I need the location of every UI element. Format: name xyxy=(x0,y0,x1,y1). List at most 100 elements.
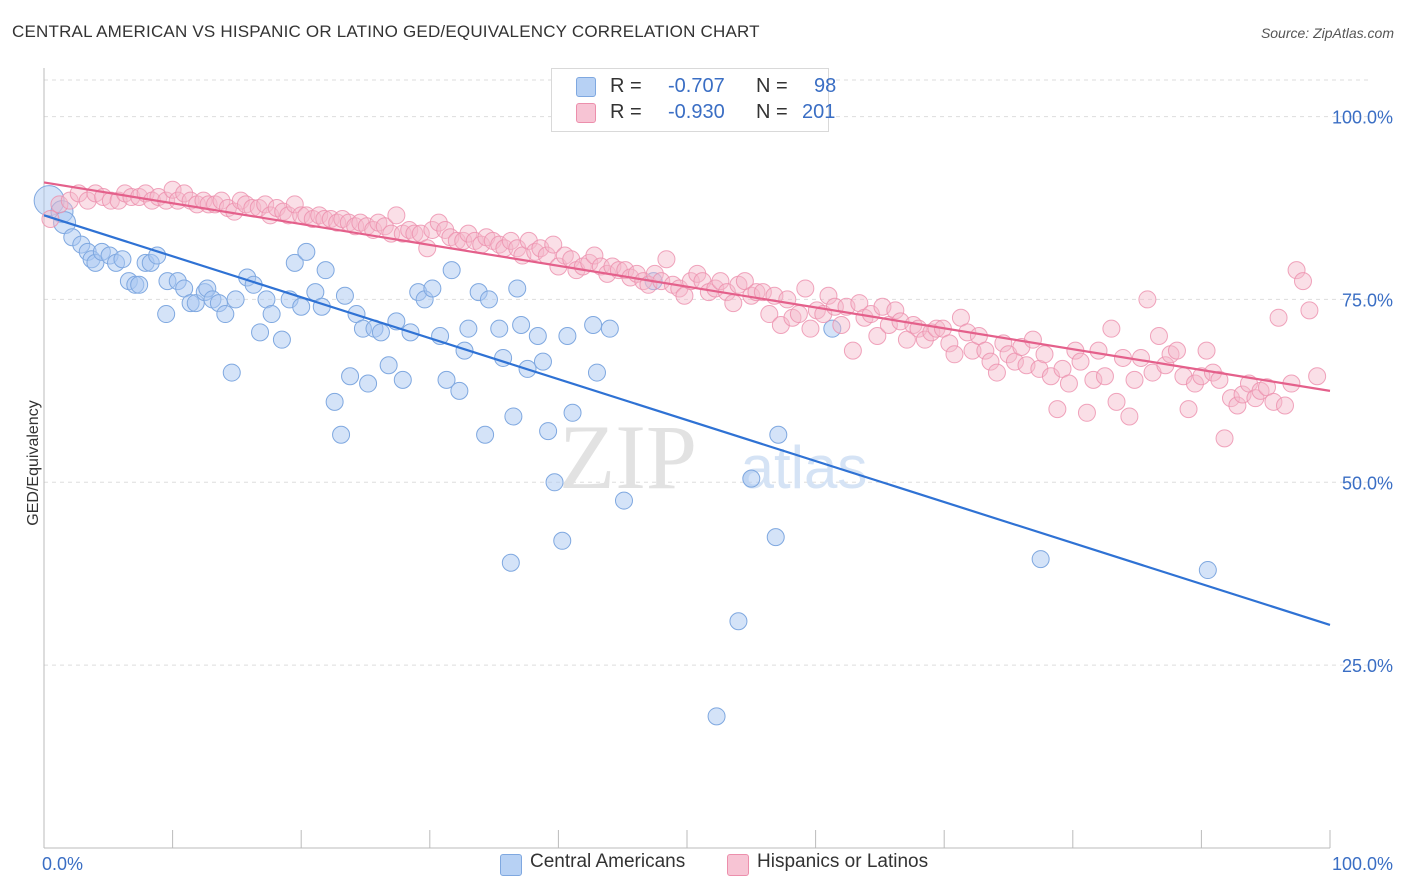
hispanic-point xyxy=(1030,359,1049,378)
hispanic-point xyxy=(1048,400,1067,419)
hispanic-point xyxy=(1215,429,1234,448)
central-point xyxy=(359,374,378,393)
source-note: Source: ZipAtlas.com xyxy=(1260,25,1394,41)
hispanic-point xyxy=(1138,290,1157,309)
central-point xyxy=(157,305,176,324)
central-point xyxy=(371,323,390,342)
y-tick-label: 100.0% xyxy=(1332,108,1393,128)
hispanic-point xyxy=(400,220,419,239)
central-point xyxy=(1031,550,1050,569)
central-point xyxy=(1198,561,1217,580)
hispanic-point xyxy=(760,305,779,324)
hispanic-trend-line xyxy=(43,181,1331,392)
central-point xyxy=(459,319,478,338)
hispanic-point xyxy=(519,231,538,250)
central-point xyxy=(729,612,748,631)
hispanic-point xyxy=(801,319,820,338)
central-point xyxy=(437,370,456,389)
central-point xyxy=(501,553,520,572)
hispanic-point xyxy=(1084,370,1103,389)
hispanic-point xyxy=(1167,341,1186,360)
hispanic-point xyxy=(850,294,869,313)
hispanic-point xyxy=(868,327,887,345)
hispanic-point xyxy=(657,250,676,269)
bottom-legend-swatch-central xyxy=(500,854,522,876)
central-point xyxy=(113,250,132,269)
hispanic-point xyxy=(585,246,604,265)
central-point xyxy=(545,473,564,492)
central-point xyxy=(769,425,788,444)
central-point xyxy=(325,392,344,411)
hispanic-point xyxy=(285,195,304,214)
central-point xyxy=(262,305,281,324)
hispanic-point xyxy=(429,213,448,232)
hispanic-point xyxy=(1228,396,1247,415)
hispanic-point xyxy=(1041,367,1060,386)
hispanic-point xyxy=(256,195,275,214)
central-point xyxy=(490,319,509,338)
hispanic-point xyxy=(1125,370,1144,389)
hispanic-point xyxy=(976,341,995,360)
hispanic-point xyxy=(163,180,182,199)
legend-r-label: R = xyxy=(610,101,642,123)
central-point xyxy=(558,327,577,345)
hispanic-point xyxy=(711,272,730,291)
hispanic-point xyxy=(789,305,808,324)
central-point xyxy=(823,319,842,338)
bottom-legend-label-central: Central Americans xyxy=(530,851,686,872)
legend-n-label: N = xyxy=(756,101,788,123)
central-point xyxy=(222,363,241,382)
hispanic-point xyxy=(1035,345,1054,364)
hispanic-point xyxy=(753,283,772,302)
y-tick-label: 25.0% xyxy=(1342,656,1393,676)
central-point xyxy=(130,275,149,294)
hispanic-point xyxy=(832,316,851,335)
central-point xyxy=(341,367,360,386)
central-point xyxy=(587,363,606,382)
hispanic-point xyxy=(922,323,941,342)
hispanic-point xyxy=(886,301,905,320)
central-point xyxy=(584,316,603,335)
hispanic-point xyxy=(1197,341,1216,360)
hispanic-point xyxy=(1131,348,1150,367)
hispanic-point xyxy=(459,224,478,243)
hispanic-point xyxy=(310,206,329,225)
central-point xyxy=(476,425,495,444)
correlation-legend: R = -0.707 N = 98 R = -0.930 N = 201 xyxy=(551,68,836,132)
hispanic-point xyxy=(1071,352,1090,371)
hispanic-point xyxy=(1264,392,1283,411)
x-tick-label: 100.0% xyxy=(1332,854,1393,874)
hispanic-point xyxy=(279,206,298,225)
hispanic-point xyxy=(796,279,815,298)
central-point xyxy=(528,327,547,345)
y-tick-label: 75.0% xyxy=(1342,290,1393,310)
legend-r-value-central: -0.707 xyxy=(668,75,725,97)
hispanic-point xyxy=(1185,374,1204,393)
hispanic-point xyxy=(490,235,509,254)
hispanic-point xyxy=(1059,374,1078,393)
legend-r-label: R = xyxy=(610,75,642,97)
central-point xyxy=(504,407,523,426)
hispanic-point xyxy=(1179,400,1198,419)
central-trend-line xyxy=(43,214,1331,626)
central-point xyxy=(450,381,469,400)
legend-n-value-central: 98 xyxy=(814,75,837,97)
hispanic-point xyxy=(231,191,250,210)
hispanic-point xyxy=(1293,272,1312,291)
hispanic-point xyxy=(1192,367,1211,386)
legend-n-value-hispanic: 201 xyxy=(802,101,836,123)
hispanic-point xyxy=(418,239,437,258)
hispanic-point xyxy=(1120,407,1139,426)
central-point xyxy=(316,261,335,280)
x-tick-label: 0.0% xyxy=(42,854,83,874)
grid-lines xyxy=(44,79,1370,666)
hispanic-point xyxy=(1300,301,1319,320)
hispanic-point xyxy=(987,363,1006,382)
central-point xyxy=(379,356,398,375)
hispanic-point xyxy=(50,195,69,214)
central-point xyxy=(285,253,304,272)
central-point xyxy=(455,341,474,360)
central-point xyxy=(216,305,235,324)
hispanic-point xyxy=(940,334,959,353)
